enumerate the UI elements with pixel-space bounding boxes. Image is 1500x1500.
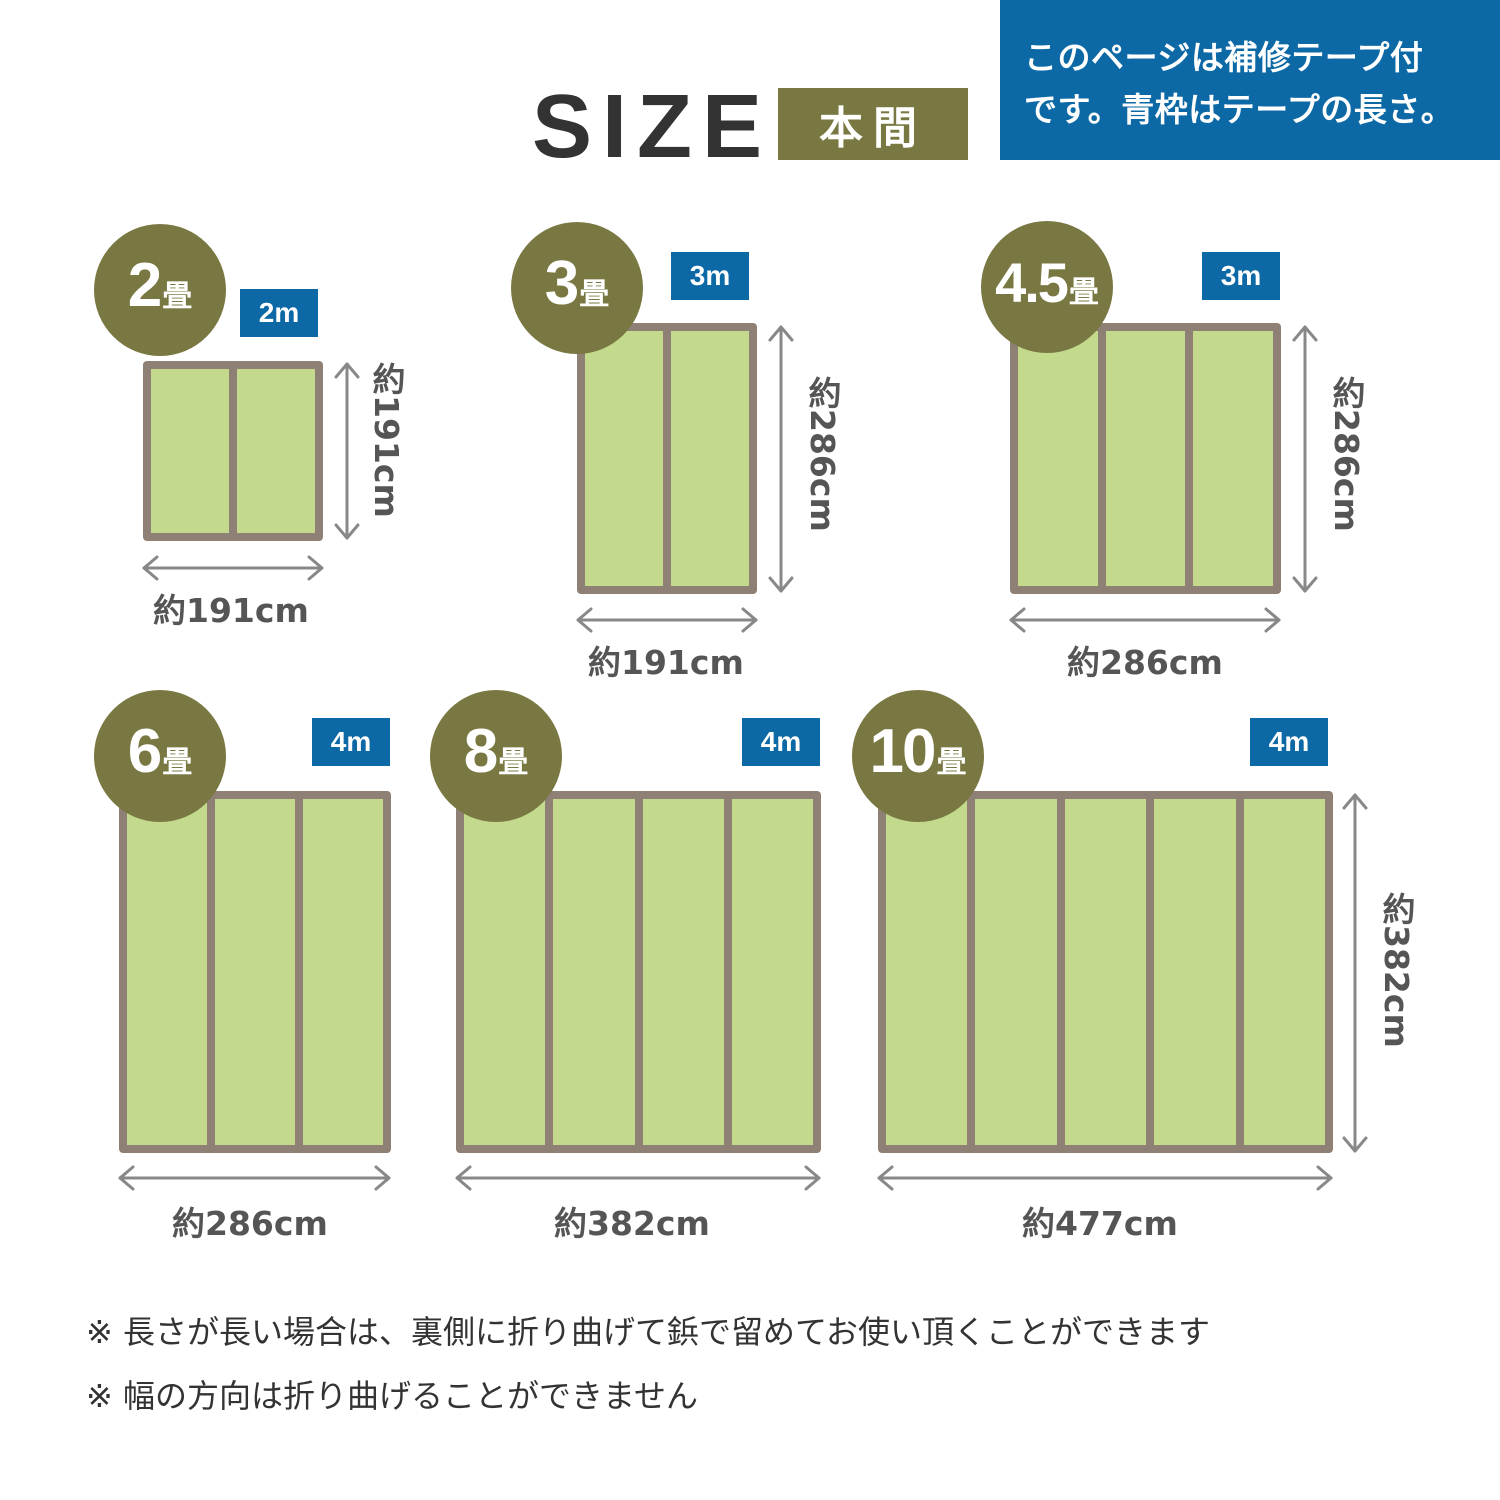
width-label: 約191cm	[588, 643, 744, 682]
tatami-tile	[303, 799, 383, 1145]
title-badge: 本間	[778, 88, 968, 160]
tatami-tile	[1243, 799, 1326, 1145]
tatami-tile	[642, 799, 724, 1145]
notice-box: このページは補修テープ付 です。青枠はテープの長さ。	[1000, 0, 1500, 160]
height-label: 約286cm	[1327, 376, 1366, 532]
height-label: 約191cm	[367, 362, 406, 518]
tape-length-badge: 3m	[1202, 252, 1280, 300]
tatami-tile	[1193, 331, 1274, 586]
arrow-icon	[118, 1165, 391, 1191]
tatami-tile	[553, 799, 635, 1145]
tape-length-badge: 4m	[1250, 718, 1328, 766]
width-label: 約382cm	[554, 1204, 710, 1243]
tape-length-badge: 2m	[240, 289, 318, 337]
tatami-tile	[1105, 331, 1186, 586]
arrow-icon	[576, 325, 794, 633]
width-label: 約286cm	[1067, 643, 1223, 682]
arrow-icon	[142, 362, 360, 581]
arrow-icon	[1009, 325, 1318, 633]
footnote: ※ 幅の方向は折り曲げることができません	[86, 1377, 699, 1415]
tatami-tile	[585, 331, 663, 586]
notice-line: です。青枠はテープの長さ。	[1024, 90, 1455, 129]
tatami-tile	[886, 799, 968, 1145]
notice-line: このページは補修テープ付	[1024, 38, 1424, 77]
tatami-tile	[1064, 799, 1147, 1145]
width-label: 約477cm	[1022, 1204, 1178, 1243]
tatami-mat	[878, 791, 1333, 1153]
tatami-tile	[237, 369, 315, 533]
tatami-mat	[456, 791, 821, 1153]
tatami-mat	[119, 791, 391, 1153]
tatami-tile	[464, 799, 546, 1145]
size-badge: 4.5 畳	[981, 221, 1113, 353]
tatami-mat	[1010, 323, 1281, 594]
height-label: 約382cm	[1377, 892, 1416, 1048]
tatami-tile	[975, 799, 1057, 1145]
tape-length-badge: 4m	[312, 718, 390, 766]
footnote: ※ 長さが長い場合は、裏側に折り曲げて鋲で留めてお使い頂くことができます	[86, 1313, 1211, 1351]
tatami-tile	[1154, 799, 1236, 1145]
width-label: 約191cm	[153, 591, 309, 630]
arrow-icon	[455, 1165, 821, 1191]
tatami-tile	[1018, 331, 1098, 586]
tatami-mat	[143, 361, 323, 541]
arrow-icon	[877, 793, 1368, 1191]
tape-length-badge: 3m	[671, 252, 749, 300]
footnotes: ※ 長さが長い場合は、裏側に折り曲げて鋲で留めてお使い頂くことができます ※ 幅…	[86, 1300, 1210, 1428]
tatami-tile	[215, 799, 295, 1145]
tatami-tile	[731, 799, 813, 1145]
tatami-mat	[577, 323, 757, 594]
width-label: 約286cm	[172, 1204, 328, 1243]
height-label: 約286cm	[803, 376, 842, 532]
tatami-tile	[671, 331, 749, 586]
tatami-tile	[127, 799, 207, 1145]
tape-length-badge: 4m	[742, 718, 820, 766]
page-title: SIZE	[532, 77, 773, 177]
tatami-tile	[151, 369, 229, 533]
size-badge: 10 畳	[852, 690, 984, 822]
